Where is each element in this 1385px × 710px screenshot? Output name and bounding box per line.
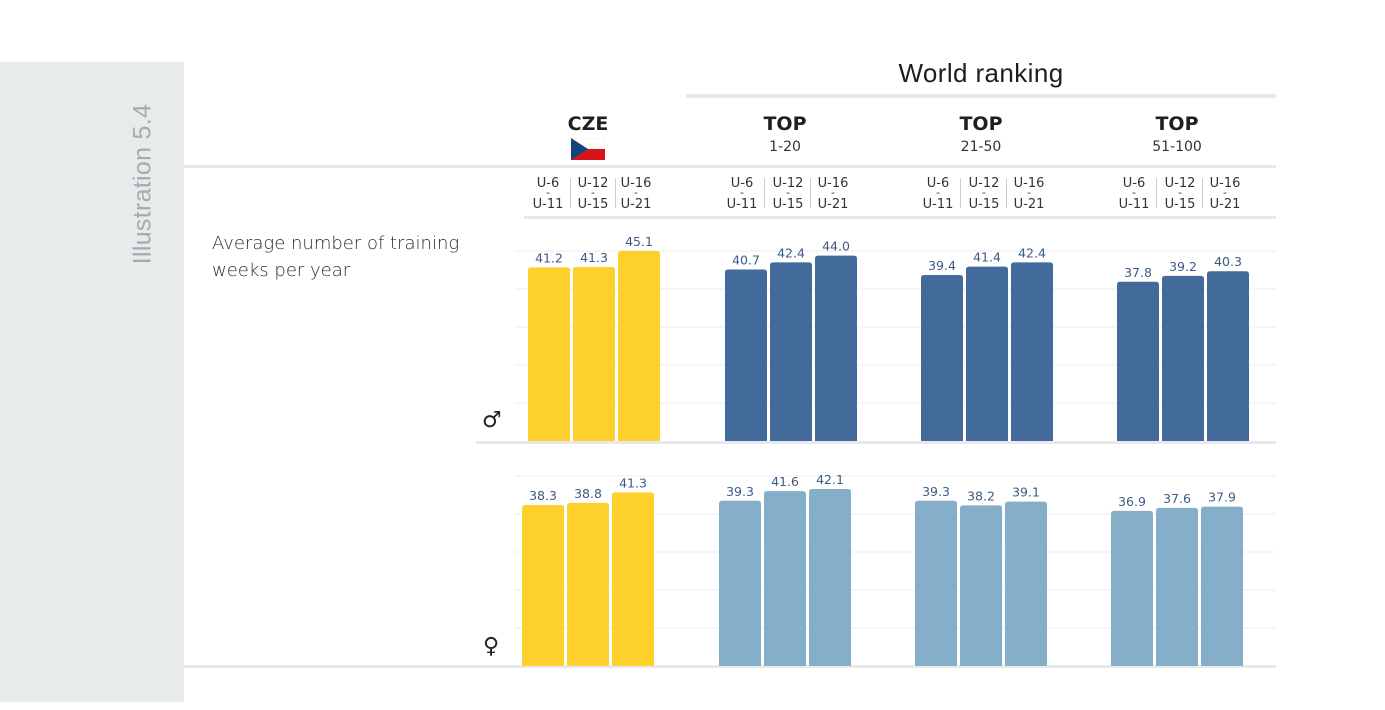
bar: [567, 502, 609, 666]
bar-value-label: 37.9: [1208, 490, 1236, 505]
bar: [1117, 281, 1159, 441]
bar-value-label: 36.9: [1118, 494, 1146, 509]
age-separator: [810, 178, 811, 208]
bar-value-label: 39.1: [1012, 485, 1040, 500]
age-category-label: U-16- U-21: [817, 176, 849, 212]
bar-value-label: 38.2: [967, 488, 995, 503]
age-separator: [1006, 178, 1007, 208]
bar-value-label: 41.3: [580, 250, 608, 265]
bar-value-label: 42.1: [816, 472, 844, 487]
bar: [770, 262, 812, 441]
bar-value-label: 39.4: [928, 258, 956, 273]
bar-value-label: 42.4: [1018, 245, 1046, 260]
bar-value-label: 44.0: [822, 239, 850, 254]
group-title: TOP: [1155, 113, 1199, 135]
group-subtitle: 51-100: [1152, 139, 1202, 155]
bar: [809, 489, 851, 666]
age-category-label: U-16- U-21: [1013, 176, 1045, 212]
group-subtitle: 1-20: [769, 139, 801, 155]
group-header-top-21-50: TOP 21-50: [906, 112, 1056, 157]
bar-value-label: 42.4: [777, 245, 805, 260]
bar: [1201, 506, 1243, 666]
bar-value-label: 40.3: [1214, 254, 1242, 269]
bar: [966, 266, 1008, 441]
bar-value-label: 39.3: [922, 484, 950, 499]
group-title: TOP: [959, 113, 1003, 135]
bar: [815, 255, 857, 441]
age-divider: [524, 216, 1276, 219]
male-baseline: [476, 441, 1276, 444]
bar: [612, 492, 654, 666]
male-symbol-icon: ♂: [482, 408, 502, 433]
group-title: TOP: [763, 113, 807, 135]
bar: [1011, 262, 1053, 441]
age-separator: [1156, 178, 1157, 208]
metric-label: Average number of training weeks per yea…: [212, 233, 460, 281]
bar-value-label: 37.8: [1124, 265, 1152, 280]
bar: [1111, 510, 1153, 666]
age-separator: [1202, 178, 1203, 208]
age-separator: [570, 178, 571, 208]
bar-value-label: 39.3: [726, 484, 754, 499]
group-header-top-51-100: TOP 51-100: [1102, 112, 1252, 157]
age-category-label: U-12- U-15: [1164, 176, 1196, 212]
age-separator: [960, 178, 961, 208]
bar-value-label: 41.2: [535, 250, 563, 265]
bar: [725, 269, 767, 441]
age-category-label: U-12- U-15: [772, 176, 804, 212]
bar-value-label: 37.6: [1163, 491, 1191, 506]
bar: [528, 267, 570, 441]
bar: [1162, 275, 1204, 441]
bar: [1207, 271, 1249, 441]
age-category-label: U-6- U-11: [1118, 176, 1150, 212]
age-category-label: U-12- U-15: [577, 176, 609, 212]
bar-value-label: 41.4: [973, 250, 1001, 265]
age-category-label: U-6- U-11: [726, 176, 758, 212]
age-separator: [764, 178, 765, 208]
group-title: CZE: [567, 113, 609, 135]
bar-value-label: 39.2: [1169, 259, 1197, 274]
age-category-label: U-6- U-11: [922, 176, 954, 212]
age-category-label: U-6- U-11: [532, 176, 564, 212]
bar-value-label: 41.6: [771, 474, 799, 489]
world-ranking-rule: [686, 94, 1276, 98]
bar: [1156, 507, 1198, 666]
group-subtitle: 21-50: [960, 139, 1002, 155]
bar: [1005, 501, 1047, 666]
female-symbol-icon: ♀: [483, 634, 500, 659]
bar-value-label: 38.8: [574, 486, 602, 501]
bar: [719, 500, 761, 666]
bar: [960, 505, 1002, 666]
bar: [573, 267, 615, 441]
bottom-divider: [184, 665, 1276, 668]
bar: [915, 500, 957, 666]
bar: [522, 504, 564, 666]
bar-value-label: 45.1: [625, 234, 653, 249]
side-band: [0, 62, 184, 702]
bar: [921, 275, 963, 441]
bar-value-label: 40.7: [732, 253, 760, 268]
bar-value-label: 38.3: [529, 488, 557, 503]
age-separator: [615, 178, 616, 208]
age-category-label: U-16- U-21: [1209, 176, 1241, 212]
age-category-label: U-12- U-15: [968, 176, 1000, 212]
group-header-top-1-20: TOP 1-20: [710, 112, 860, 157]
group-header-cze: CZE: [513, 112, 663, 160]
bar: [618, 251, 660, 441]
czech-flag-icon: [571, 138, 605, 160]
header-divider: [184, 165, 1276, 168]
bar-value-label: 41.3: [619, 475, 647, 490]
world-ranking-title: World ranking: [898, 58, 1064, 88]
age-category-label: U-16- U-21: [620, 176, 652, 212]
bar: [764, 491, 806, 666]
